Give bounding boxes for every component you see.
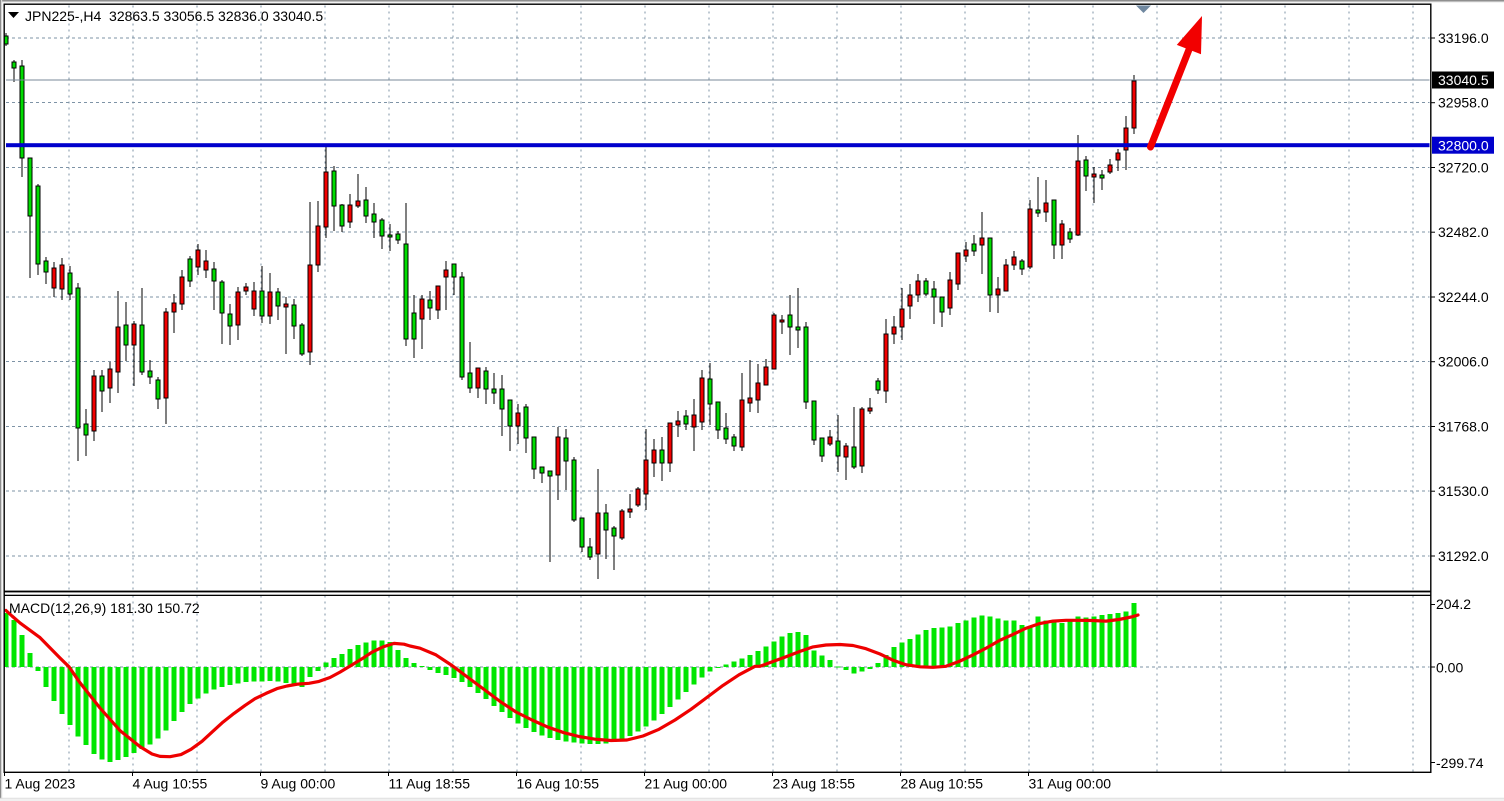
svg-text:1 Aug 2023: 1 Aug 2023 bbox=[5, 776, 76, 792]
svg-text:11 Aug 18:55: 11 Aug 18:55 bbox=[389, 776, 471, 792]
svg-text:JPN225-,H4 32863.5 33056.5 32: JPN225-,H4 32863.5 33056.5 32836.0 33040… bbox=[25, 8, 323, 24]
svg-text:33196.0: 33196.0 bbox=[1438, 30, 1489, 46]
svg-text:32482.0: 32482.0 bbox=[1438, 224, 1489, 240]
svg-text:31292.0: 31292.0 bbox=[1438, 548, 1489, 564]
svg-text:31768.0: 31768.0 bbox=[1438, 419, 1489, 435]
svg-text:31 Aug 00:00: 31 Aug 00:00 bbox=[1029, 776, 1112, 792]
svg-text:32958.0: 32958.0 bbox=[1438, 95, 1489, 111]
svg-text:31530.0: 31530.0 bbox=[1438, 483, 1489, 499]
svg-text:9 Aug 00:00: 9 Aug 00:00 bbox=[261, 776, 336, 792]
svg-text:204.2: 204.2 bbox=[1436, 596, 1471, 612]
svg-text:23 Aug 18:55: 23 Aug 18:55 bbox=[773, 776, 856, 792]
svg-text:33040.5: 33040.5 bbox=[1438, 72, 1489, 88]
svg-text:28 Aug 10:55: 28 Aug 10:55 bbox=[901, 776, 984, 792]
svg-text:21 Aug 00:00: 21 Aug 00:00 bbox=[645, 776, 728, 792]
svg-text:-299.74: -299.74 bbox=[1436, 755, 1484, 771]
svg-text:MACD(12,26,9) 181.30 150.72: MACD(12,26,9) 181.30 150.72 bbox=[9, 600, 200, 616]
svg-text:32244.0: 32244.0 bbox=[1438, 289, 1489, 305]
svg-text:4 Aug 10:55: 4 Aug 10:55 bbox=[133, 776, 208, 792]
svg-text:32800.0: 32800.0 bbox=[1438, 137, 1489, 153]
svg-text:32720.0: 32720.0 bbox=[1438, 160, 1489, 176]
svg-text:16 Aug 10:55: 16 Aug 10:55 bbox=[517, 776, 600, 792]
svg-text:0.00: 0.00 bbox=[1436, 659, 1463, 675]
svg-text:32006.0: 32006.0 bbox=[1438, 354, 1489, 370]
